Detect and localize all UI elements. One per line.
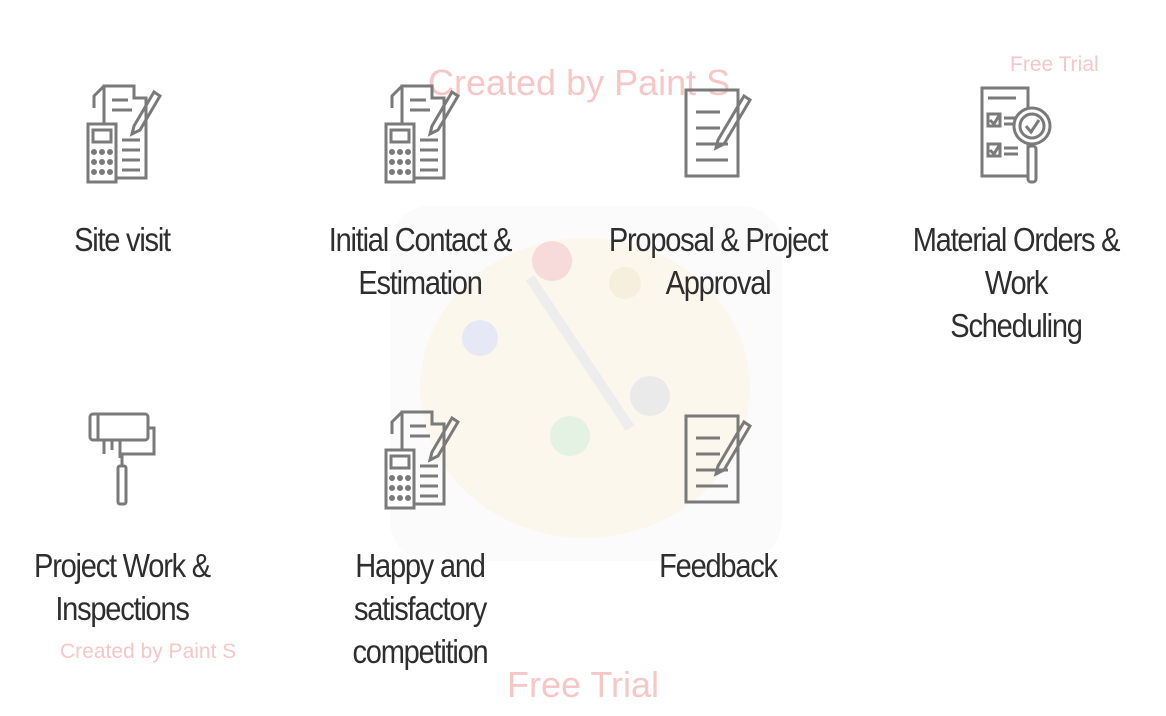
step-label-line1: Material Orders & Work [912,221,1121,301]
step-label-line1: Feedback [659,547,778,584]
step-label-line1: Initial Contact & [328,221,513,258]
step-label-line1: Happy and satisfactory [353,547,487,627]
step-label-line1: Proposal & Project [608,221,829,258]
estimate-calculator-document-icon [86,84,162,184]
step-proposal-project-approval: Proposal & Project Approval [568,78,868,304]
step-label-line2: Approval [665,264,772,301]
step-label-line2: Estimation [358,264,482,301]
step-site-visit: Site visit [0,78,272,261]
step-material-orders-work-scheduling: Material Orders & Work Scheduling [866,78,1166,347]
document-pen-icon [684,88,753,178]
estimate-calculator-document-icon [384,410,460,510]
watermark-text: Created by Paint S [428,62,731,103]
step-label-line2: competition [352,633,489,670]
step-project-work-inspections: Project Work & Inspections [0,404,272,630]
step-feedback: Feedback [568,404,868,587]
step-label-line2: Inspections [55,590,190,627]
document-pen-icon [684,414,753,504]
step-label-line1: Project Work & [34,547,211,584]
checklist-magnifier-icon [980,86,1052,184]
estimate-calculator-document-icon [384,84,460,184]
step-label-line2: Scheduling [950,307,1083,344]
watermark-text: Created by Paint S [60,640,237,663]
step-happy-satisfactory-competition: Happy and satisfactory competition [270,404,570,673]
step-initial-contact-estimation: Initial Contact & Estimation [270,78,570,304]
watermark-free-trial: Free Trial [507,664,660,705]
watermark-palette-logo [390,206,782,561]
step-label-line1: Site visit [74,221,171,258]
watermark-free-trial: Free Trial [1010,53,1099,76]
paint-roller-icon [88,412,156,506]
